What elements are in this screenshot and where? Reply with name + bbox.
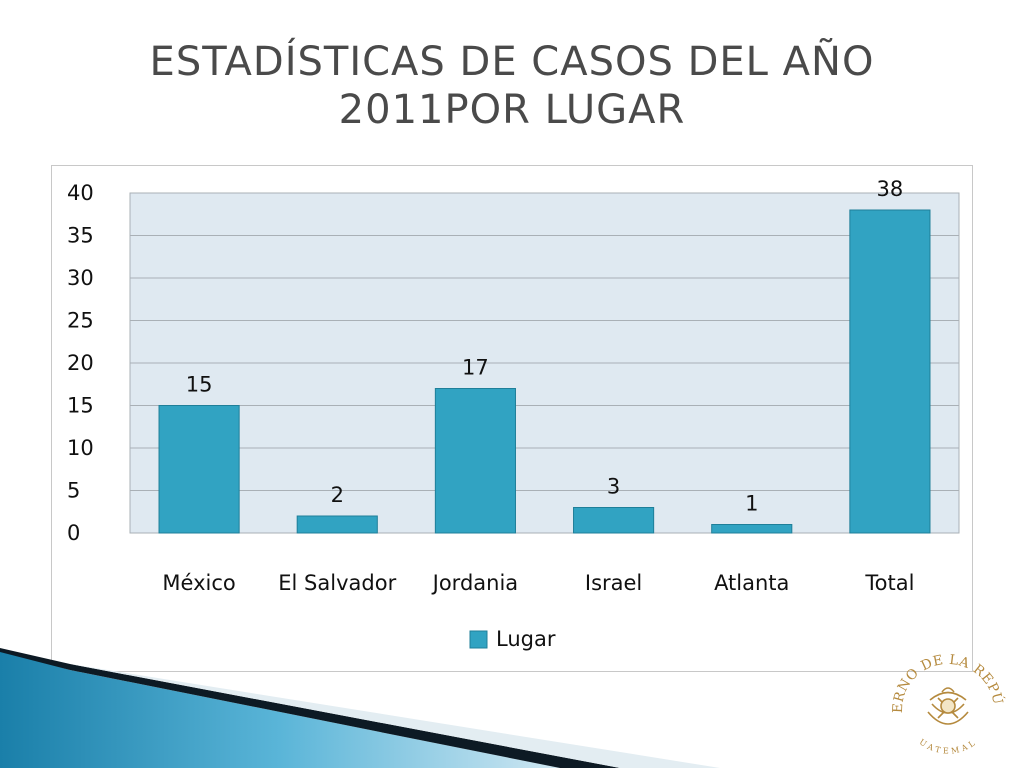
category-label: México <box>162 571 235 595</box>
bar-0 <box>158 405 240 534</box>
category-label: El Salvador <box>278 571 396 595</box>
category-label: Total <box>864 571 914 595</box>
light-stripe <box>70 664 720 768</box>
y-tick-label: 40 <box>67 181 94 205</box>
y-tick-label: 10 <box>67 436 94 460</box>
category-label: Jordania <box>431 571 519 595</box>
data-label: 38 <box>877 177 904 201</box>
page-title: ESTADÍSTICAS DE CASOS DEL AÑO 2011POR LU… <box>149 39 875 133</box>
data-label: 15 <box>186 373 213 397</box>
y-tick-label: 20 <box>67 351 94 375</box>
seal-emblem-icon <box>927 687 969 725</box>
bar-1 <box>296 515 378 534</box>
y-tick-label: 30 <box>67 266 94 290</box>
data-label: 17 <box>462 356 489 380</box>
bar-chart: 0 5 10 15 20 25 30 35 40 15 2 17 3 1 38 México El Salv… <box>67 177 960 651</box>
legend-swatch <box>469 630 488 649</box>
decorative-stripes <box>0 648 720 768</box>
y-tick-label: 5 <box>67 479 80 503</box>
bar-5 <box>849 209 931 534</box>
legend-label: Lugar <box>496 627 556 651</box>
bars: 15 2 17 3 1 38 <box>158 177 931 534</box>
bar-2 <box>434 388 516 534</box>
bar-4 <box>711 524 793 534</box>
data-label: 2 <box>331 483 344 507</box>
bar-3 <box>573 507 655 534</box>
gridlines <box>130 192 959 534</box>
category-label: Israel <box>585 571 642 595</box>
x-axis: México El Salvador Jordania Israel Atlanta To… <box>162 571 914 595</box>
category-label: Atlanta <box>714 571 789 595</box>
y-tick-label: 0 <box>67 521 80 545</box>
data-label: 1 <box>745 492 758 516</box>
government-seal: GOBIERNO DE LA REPÚBLICA GUATEMALA <box>880 640 1006 756</box>
data-label: 3 <box>607 475 620 499</box>
blue-stripe <box>0 650 560 768</box>
y-axis: 0 5 10 15 20 25 30 35 40 <box>67 181 94 545</box>
y-tick-label: 35 <box>67 224 94 248</box>
y-tick-label: 15 <box>67 394 94 418</box>
y-tick-label: 25 <box>67 309 94 333</box>
legend: Lugar <box>469 627 556 651</box>
chart-frame: 0 5 10 15 20 25 30 35 40 15 2 17 3 1 38 México El Salv… <box>51 165 973 672</box>
